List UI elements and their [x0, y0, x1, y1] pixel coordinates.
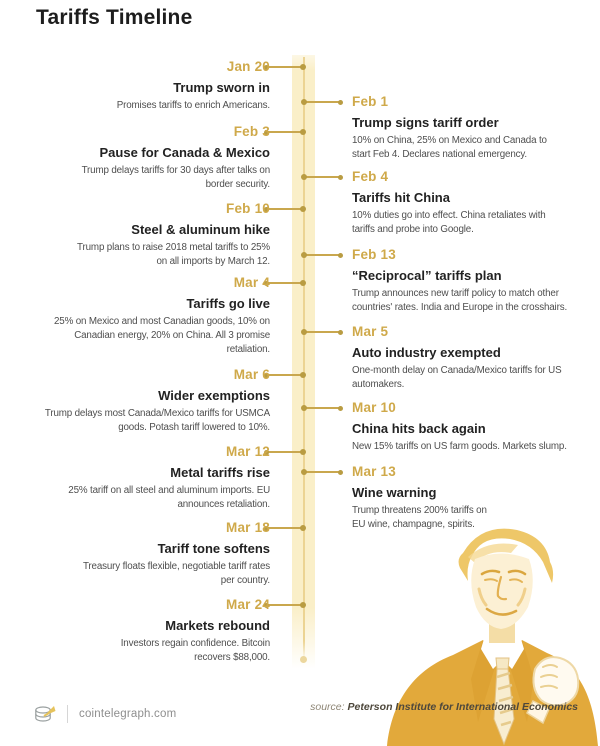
event-description: 25% tariff on all steel and aluminum imp… — [68, 485, 270, 510]
timeline-end-dot — [300, 656, 307, 663]
timeline-event: Mar 12 Metal tariffs rise 25% tariff on … — [25, 443, 270, 512]
event-connector-line — [264, 129, 306, 135]
event-connector-line — [301, 329, 343, 335]
timeline-event: Feb 4 Tariffs hit China 10% duties go in… — [352, 168, 598, 237]
event-title: Pause for Canada & Mexico — [99, 145, 271, 160]
timeline-event: Jan 20 Trump sworn in Promises tariffs t… — [25, 58, 270, 113]
event-connector-line — [301, 405, 343, 411]
event-description: 10% duties go into effect. China retalia… — [352, 210, 546, 235]
event-connector-line — [264, 372, 306, 378]
event-title: Metal tariffs rise — [170, 465, 270, 480]
timeline-event: Mar 13 Wine warning Trump threatens 200%… — [352, 463, 598, 532]
timeline-event: Mar 4 Tariffs go live 25% on Mexico and … — [25, 274, 270, 357]
event-connector-line — [301, 252, 343, 258]
event-date: Mar 4 — [233, 275, 270, 290]
event-connector-line — [264, 449, 306, 455]
event-date: Mar 12 — [226, 444, 270, 459]
trump-portrait-image — [387, 528, 598, 746]
event-connector-line — [264, 602, 306, 608]
footer-divider — [67, 705, 68, 723]
event-title: Auto industry exempted — [352, 345, 501, 360]
event-date: Mar 5 — [352, 324, 389, 339]
event-title: Wine warning — [352, 485, 437, 500]
event-date: Mar 10 — [352, 400, 396, 415]
timeline-event: Mar 18 Tariff tone softens Treasury floa… — [25, 519, 270, 588]
event-connector-line — [301, 99, 343, 105]
event-description: 25% on Mexico and most Canadian goods, 1… — [53, 316, 270, 355]
event-date: Feb 3 — [233, 124, 270, 139]
footer-brand: cointelegraph.com — [34, 703, 176, 725]
event-date: Mar 24 — [226, 597, 270, 612]
event-title: China hits back again — [352, 421, 486, 436]
event-connector-line — [301, 469, 343, 475]
event-description: Promises tariffs to enrich Americans. — [116, 100, 270, 111]
event-connector-line — [264, 206, 306, 212]
event-description: Investors regain confidence. Bitcoin rec… — [120, 638, 270, 663]
event-title: Trump signs tariff order — [352, 115, 499, 130]
event-connector-line — [264, 64, 306, 70]
event-title: Wider exemptions — [158, 388, 270, 403]
source-attribution: source: Peterson Institute for Internatio… — [310, 701, 578, 713]
event-date: Feb 13 — [352, 247, 396, 262]
source-label: source: — [310, 701, 345, 713]
page-title: Tariffs Timeline — [36, 6, 193, 29]
event-title: Trump sworn in — [173, 80, 270, 95]
event-description: 10% on China, 25% on Mexico and Canada t… — [352, 135, 547, 160]
timeline-event: Mar 6 Wider exemptions Trump delays most… — [25, 366, 270, 435]
timeline-event: Mar 10 China hits back again New 15% tar… — [352, 399, 598, 454]
event-description: Treasury floats flexible, negotiable tar… — [82, 561, 270, 586]
event-description: Trump delays most Canada/Mexico tariffs … — [44, 408, 270, 433]
timeline-event: Feb 13 “Reciprocal” tariffs plan Trump a… — [352, 246, 598, 315]
event-title: “Reciprocal” tariffs plan — [352, 268, 502, 283]
event-title: Markets rebound — [165, 618, 270, 633]
event-description: Trump threatens 200% tariffs on EU wine,… — [352, 505, 487, 530]
timeline-event: Feb 10 Steel & aluminum hike Trump plans… — [25, 200, 270, 269]
event-description: Trump plans to raise 2018 metal tariffs … — [77, 242, 270, 267]
event-date: Jan 20 — [226, 59, 270, 74]
timeline-event: Feb 3 Pause for Canada & Mexico Trump de… — [25, 123, 271, 192]
event-date: Mar 13 — [352, 464, 396, 479]
event-date: Feb 1 — [352, 94, 389, 109]
event-date: Mar 18 — [226, 520, 270, 535]
timeline-event: Mar 24 Markets rebound Investors regain … — [25, 596, 270, 665]
event-description: Trump announces new tariff policy to mat… — [352, 288, 568, 313]
event-description: One-month delay on Canada/Mexico tariffs… — [352, 365, 562, 390]
source-name: Peterson Institute for International Eco… — [347, 701, 578, 713]
event-date: Feb 4 — [352, 169, 389, 184]
event-title: Tariffs hit China — [352, 190, 450, 205]
event-date: Feb 10 — [226, 201, 270, 216]
event-connector-line — [301, 174, 343, 180]
event-title: Tariffs go live — [186, 296, 270, 311]
timeline-event: Mar 5 Auto industry exempted One-month d… — [352, 323, 598, 392]
footer-site-url[interactable]: cointelegraph.com — [79, 708, 177, 720]
event-description: New 15% tariffs on US farm goods. Market… — [352, 441, 567, 452]
timeline-spine-line — [303, 57, 305, 659]
cointelegraph-logo-icon — [35, 706, 56, 722]
event-description: Trump delays tariffs for 30 days after t… — [81, 165, 271, 190]
event-connector-line — [264, 525, 306, 531]
event-title: Steel & aluminum hike — [131, 222, 270, 237]
event-title: Tariff tone softens — [157, 541, 270, 556]
event-connector-line — [264, 280, 306, 286]
timeline-event: Feb 1 Trump signs tariff order 10% on Ch… — [352, 93, 598, 162]
event-date: Mar 6 — [233, 367, 270, 382]
